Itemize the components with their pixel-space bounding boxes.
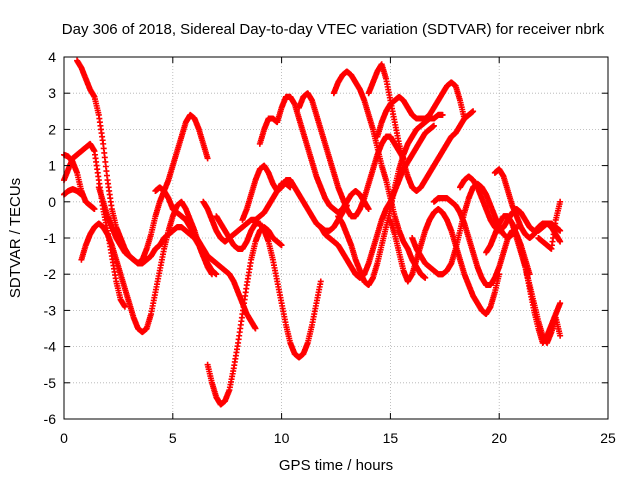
y-tick-label: -1 xyxy=(44,230,57,246)
series-arc-18 xyxy=(374,79,468,140)
data-point xyxy=(557,300,564,307)
data-point xyxy=(557,198,564,205)
data-point xyxy=(213,271,220,278)
y-tick-label: 0 xyxy=(48,194,56,210)
data-point xyxy=(317,278,324,285)
data-point xyxy=(470,108,477,115)
data-point xyxy=(557,238,564,245)
ticks-layer: -6 -5 -4 -3 -2 -1 0 1 2 3 4 0 5 10 15 20 25 xyxy=(44,49,616,446)
data-point xyxy=(365,206,372,213)
series-arc-21 xyxy=(430,195,533,289)
series-arc-8 xyxy=(200,180,294,245)
series-arc-19 xyxy=(387,206,503,318)
data-point xyxy=(557,332,564,339)
series-arc-10 xyxy=(213,213,324,361)
marks-layer xyxy=(61,57,564,408)
x-tick-label: 20 xyxy=(491,430,507,446)
data-point xyxy=(461,115,468,122)
x-tick-label: 25 xyxy=(600,430,616,446)
x-axis-label: GPS time / hours xyxy=(279,457,393,474)
data-point xyxy=(278,242,285,249)
x-tick-label: 15 xyxy=(383,430,399,446)
series-arc-2 xyxy=(61,151,98,213)
series-arc-25 xyxy=(509,220,564,346)
chart-title: Day 306 of 2018, Sidereal Day-to-day VTE… xyxy=(62,21,605,38)
y-tick-label: 1 xyxy=(48,158,56,174)
x-tick-label: 5 xyxy=(169,430,177,446)
x-tick-label: 0 xyxy=(60,430,68,446)
data-point xyxy=(430,122,437,129)
y-tick-label: -5 xyxy=(44,375,57,391)
y-tick-label: -3 xyxy=(44,302,57,318)
data-point xyxy=(557,227,564,234)
data-point xyxy=(422,274,429,281)
data-point xyxy=(121,303,128,310)
data-point xyxy=(439,111,446,118)
series-arc-5 xyxy=(78,198,215,336)
data-point xyxy=(252,325,259,332)
y-tick-label: -6 xyxy=(44,411,57,427)
y-axis-label: SDTVAR / TECUs xyxy=(7,178,24,298)
series-arc-7 xyxy=(152,184,259,332)
y-tick-label: 4 xyxy=(48,49,56,65)
x-tick-label: 10 xyxy=(274,430,290,446)
y-tick-label: 3 xyxy=(48,85,56,101)
series-arc-9 xyxy=(204,224,285,408)
series-arc-16 xyxy=(330,68,429,281)
series-arc-12 xyxy=(256,93,372,216)
data-point xyxy=(204,155,211,162)
y-tick-label: -4 xyxy=(44,339,57,355)
data-point xyxy=(78,191,85,198)
series-arc-26 xyxy=(535,198,564,252)
data-point xyxy=(91,206,98,213)
y-tick-label: -2 xyxy=(44,266,57,282)
series-arc-3 xyxy=(61,186,85,198)
y-tick-label: 2 xyxy=(48,121,56,137)
